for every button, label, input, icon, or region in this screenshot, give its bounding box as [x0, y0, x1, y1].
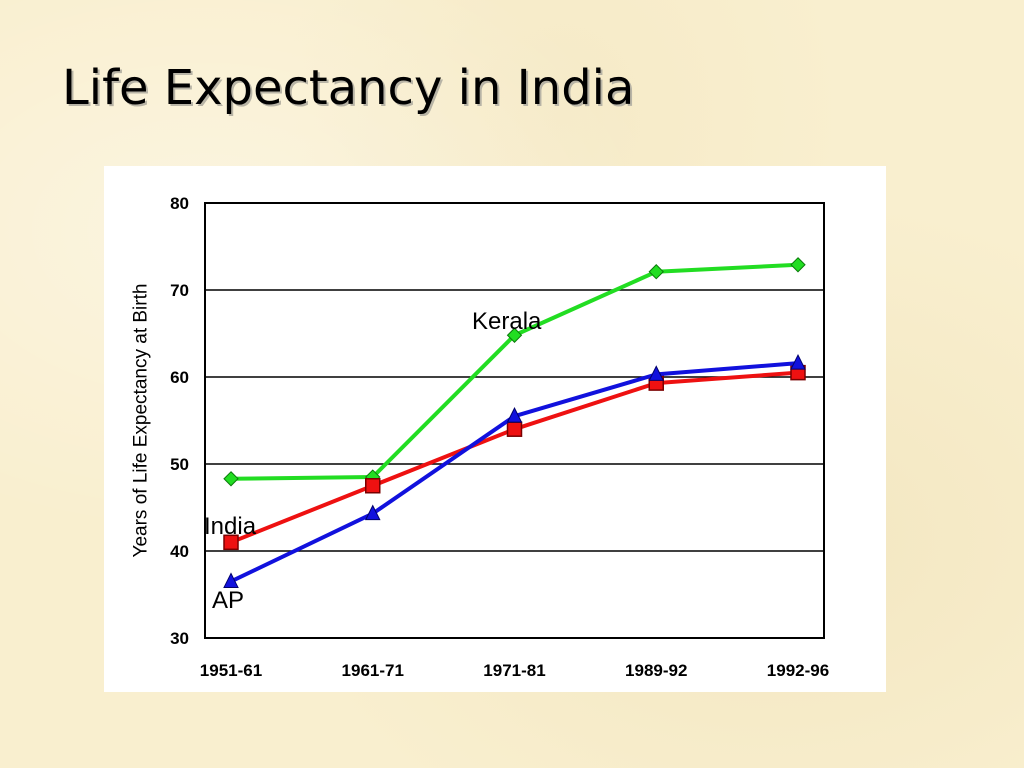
series-label-ap: AP — [212, 587, 244, 614]
data-point-ap — [223, 572, 239, 588]
data-point-india — [506, 421, 523, 437]
data-point-ap — [648, 365, 665, 381]
y-axis-tick-labels: 30 40 50 60 70 80 — [170, 194, 189, 648]
data-point-kerala — [223, 471, 239, 487]
data-point-india — [223, 534, 239, 551]
data-point-ap — [364, 504, 381, 521]
y-tick-label: 40 — [170, 542, 189, 561]
gridlines — [205, 289, 824, 552]
x-tick-label: 1951-61 — [200, 661, 262, 680]
x-tick-label: 1961-71 — [342, 661, 404, 680]
series-label-kerala: Kerala — [472, 308, 542, 335]
x-tick-label: 1971-81 — [483, 661, 545, 680]
y-tick-label: 60 — [170, 368, 189, 387]
life-expectancy-line-chart: 30 40 50 60 70 80 1951-61 1961-71 1971-81 1989-9… — [131, 194, 830, 680]
slide-title: Life Expectancy in India — [62, 60, 635, 116]
data-point-ap — [506, 407, 523, 423]
series-line-ap — [230, 361, 799, 584]
series-labels: Kerala India AP — [204, 308, 542, 614]
chart-panel: 30 40 50 60 70 80 1951-61 1961-71 1971-81 1989-9… — [104, 166, 886, 692]
series-india — [223, 364, 806, 551]
series-kerala — [223, 257, 806, 487]
y-tick-label: 30 — [170, 629, 189, 648]
plot-area-frame — [204, 202, 825, 639]
y-tick-label: 80 — [170, 194, 189, 213]
series-label-india: India — [204, 513, 257, 540]
y-axis-title: Years of Life Expectancy at Birth — [131, 284, 152, 558]
data-point-kerala — [648, 264, 664, 280]
series-lines — [223, 257, 806, 588]
y-tick-label: 70 — [170, 281, 189, 300]
x-tick-label: 1992-96 — [767, 661, 829, 680]
series-line-india — [230, 370, 799, 545]
y-tick-label: 50 — [170, 455, 189, 474]
data-point-kerala — [790, 257, 806, 273]
x-tick-label: 1989-92 — [625, 661, 687, 680]
data-point-india — [365, 478, 381, 494]
x-axis-tick-labels: 1951-61 1961-71 1971-81 1989-92 1992-96 — [200, 661, 829, 680]
data-point-ap — [790, 353, 806, 370]
series-ap — [223, 353, 806, 588]
data-point-kerala — [506, 327, 523, 343]
